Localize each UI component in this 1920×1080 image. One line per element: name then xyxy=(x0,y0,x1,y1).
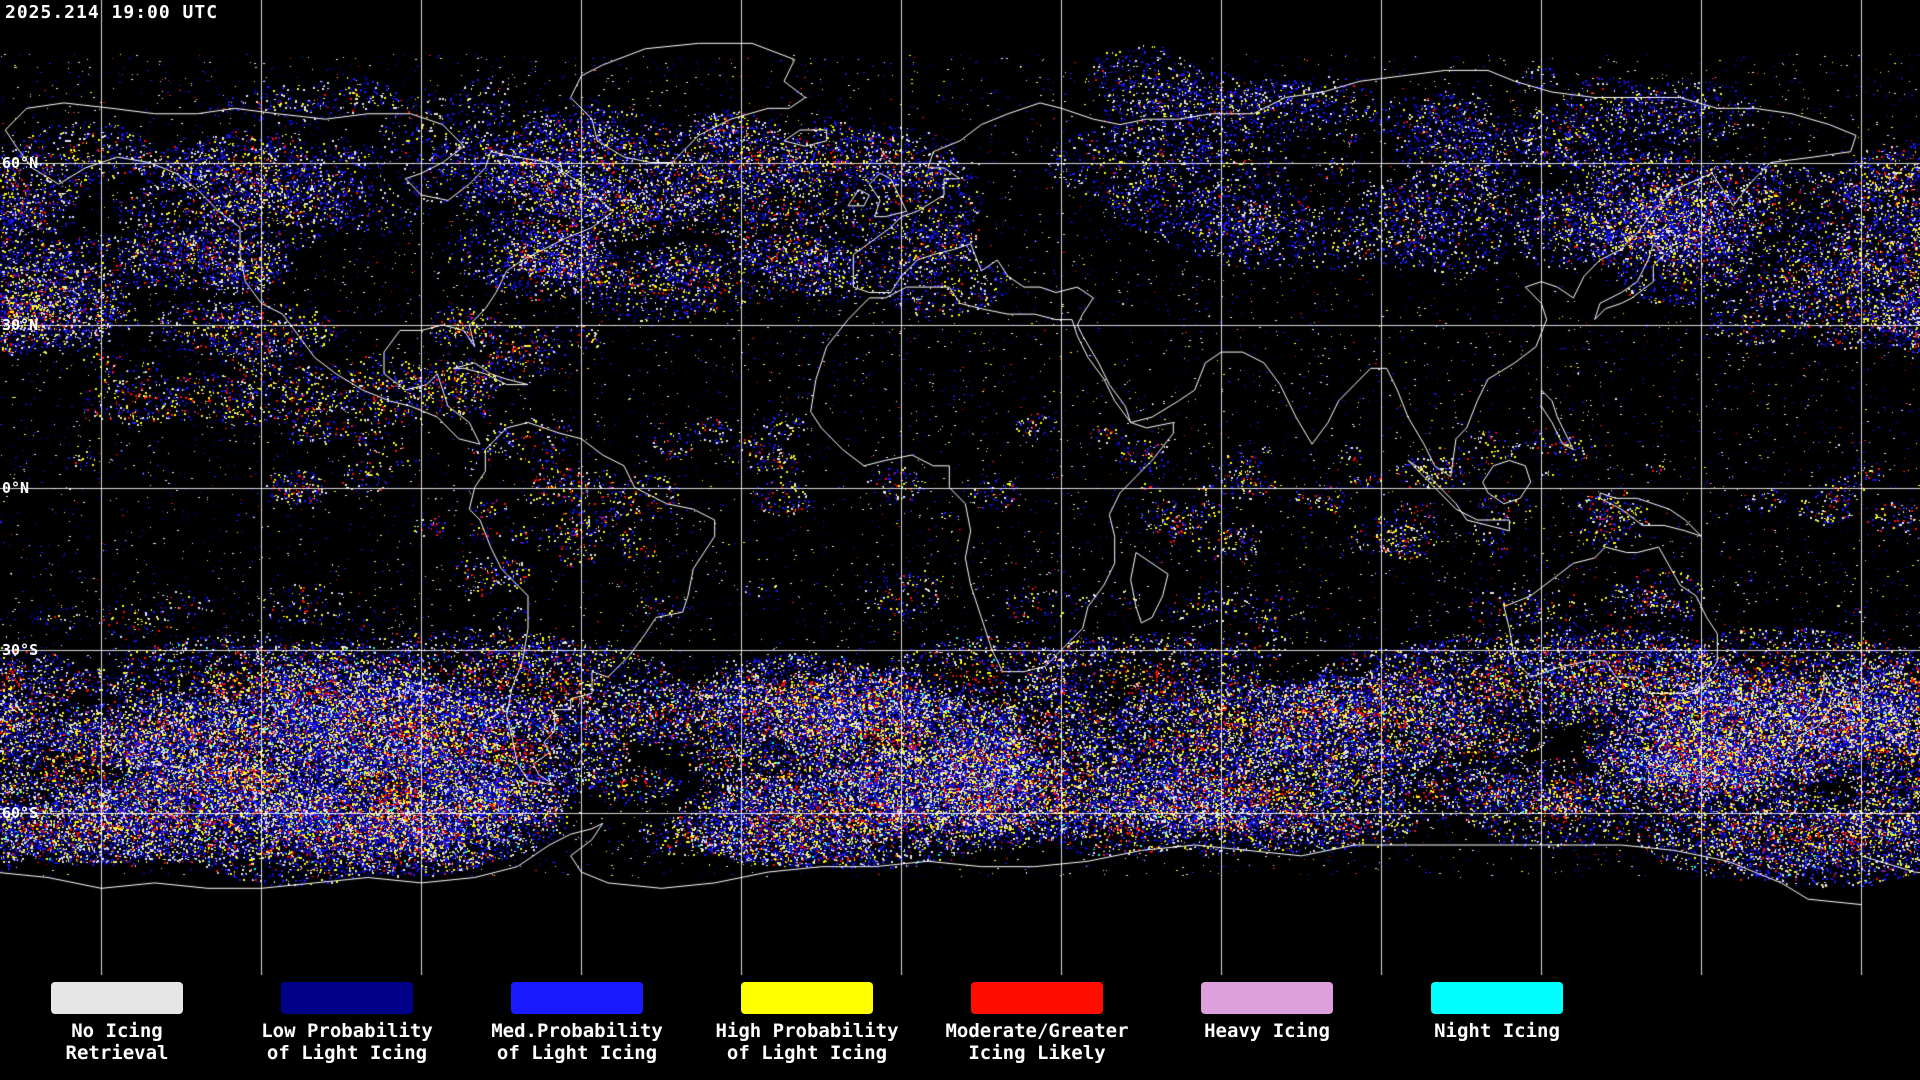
legend-item-heavy-icing: Heavy Icing xyxy=(1152,982,1382,1064)
legend-swatch xyxy=(1201,982,1333,1014)
legend-label: of Light Icing xyxy=(726,1042,888,1064)
lat-label: 60°S xyxy=(2,803,39,822)
legend-label: of Light Icing xyxy=(266,1042,428,1064)
lat-label: 30°N xyxy=(2,316,39,334)
legend-label: Night Icing xyxy=(1434,1020,1560,1042)
legend-label: Moderate/Greater xyxy=(945,1020,1129,1042)
legend-label: Low Probability xyxy=(261,1020,433,1042)
legend-swatch xyxy=(741,982,873,1014)
legend-label: High Probability xyxy=(715,1020,899,1042)
legend-label: Icing Likely xyxy=(968,1042,1106,1064)
legend-item-med-probability: Med.Probability of Light Icing xyxy=(462,982,692,1064)
legend-swatch xyxy=(281,982,413,1014)
legend-label: No Icing xyxy=(71,1020,163,1042)
legend-label: Med.Probability xyxy=(491,1020,663,1042)
icing-map-canvas xyxy=(0,0,1920,975)
legend-item-moderate-greater: Moderate/Greater Icing Likely xyxy=(922,982,1152,1064)
legend-item-no-icing: No Icing Retrieval xyxy=(2,982,232,1064)
legend-label: of Light Icing xyxy=(496,1042,658,1064)
legend-swatch xyxy=(51,982,183,1014)
lat-label: 30°S xyxy=(2,641,39,659)
legend-item-night-icing: Night Icing xyxy=(1382,982,1612,1064)
lat-label: 60°N xyxy=(2,153,39,172)
legend-item-low-probability: Low Probability of Light Icing xyxy=(232,982,462,1064)
legend-item-high-probability: High Probability of Light Icing xyxy=(692,982,922,1064)
lat-label: 0°N xyxy=(2,478,30,497)
timestamp-label: 2025.214 19:00 UTC xyxy=(5,2,219,23)
legend-swatch xyxy=(971,982,1103,1014)
legend-label: Retrieval xyxy=(65,1042,169,1064)
legend: No Icing Retrieval Low Probability of Li… xyxy=(2,982,1616,1064)
legend-swatch xyxy=(1431,982,1563,1014)
legend-label: Heavy Icing xyxy=(1204,1020,1330,1042)
legend-swatch xyxy=(511,982,643,1014)
